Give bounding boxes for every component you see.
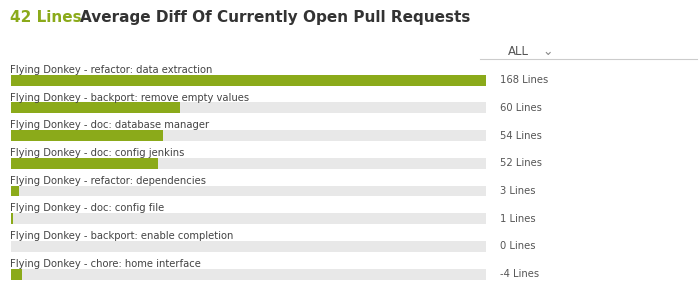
Text: Flying Donkey - doc: database manager: Flying Donkey - doc: database manager <box>10 120 209 130</box>
Text: Flying Donkey - refactor: data extraction: Flying Donkey - refactor: data extractio… <box>10 65 213 75</box>
Bar <box>10 158 158 169</box>
Text: Flying Donkey - doc: config jenkins: Flying Donkey - doc: config jenkins <box>10 148 185 158</box>
Text: Average Diff Of Currently Open Pull Requests: Average Diff Of Currently Open Pull Requ… <box>80 10 471 25</box>
Text: Flying Donkey - backport: enable completion: Flying Donkey - backport: enable complet… <box>10 231 234 241</box>
Text: Flying Donkey - refactor: dependencies: Flying Donkey - refactor: dependencies <box>10 176 206 186</box>
Bar <box>10 102 486 113</box>
Text: 60 Lines: 60 Lines <box>500 103 542 113</box>
Bar <box>10 213 486 224</box>
Bar <box>10 158 486 169</box>
Bar <box>10 130 486 141</box>
Bar <box>10 213 13 224</box>
Bar <box>10 130 164 141</box>
Bar <box>10 185 19 196</box>
Text: Flying Donkey - chore: home interface: Flying Donkey - chore: home interface <box>10 259 202 269</box>
Text: 54 Lines: 54 Lines <box>500 130 542 141</box>
Text: ⌄: ⌄ <box>542 45 553 58</box>
Text: 168 Lines: 168 Lines <box>500 75 549 85</box>
Bar <box>10 102 181 113</box>
Text: 1 Lines: 1 Lines <box>500 214 536 224</box>
Text: Flying Donkey - backport: remove empty values: Flying Donkey - backport: remove empty v… <box>10 92 250 103</box>
Text: ALL: ALL <box>508 45 528 58</box>
Text: 3 Lines: 3 Lines <box>500 186 536 196</box>
Text: -4 Lines: -4 Lines <box>500 269 540 279</box>
Text: Flying Donkey - doc: config file: Flying Donkey - doc: config file <box>10 203 164 213</box>
Bar <box>10 241 486 252</box>
Bar <box>10 75 486 86</box>
Bar <box>10 269 486 280</box>
Bar <box>10 185 486 196</box>
Text: 52 Lines: 52 Lines <box>500 158 542 168</box>
Text: 42 Lines: 42 Lines <box>10 10 82 25</box>
Bar <box>10 75 486 86</box>
Text: 0 Lines: 0 Lines <box>500 241 536 251</box>
Bar <box>10 269 22 280</box>
